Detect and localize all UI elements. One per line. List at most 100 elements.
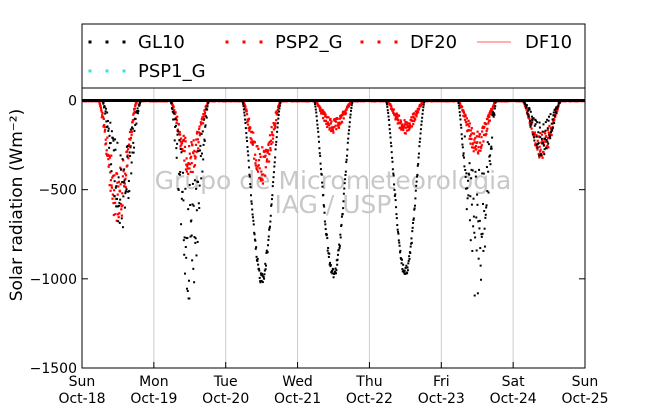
df20-point	[252, 131, 255, 134]
gl10-point	[460, 133, 463, 136]
df20-point	[486, 127, 489, 130]
gl10-point	[121, 226, 124, 229]
gl10-point	[339, 233, 342, 236]
gl10-point	[393, 188, 396, 191]
gl10-point	[458, 107, 461, 110]
df20-point	[331, 129, 335, 132]
df20-point	[544, 132, 547, 135]
df20-point	[249, 141, 253, 144]
df20-point	[547, 131, 550, 134]
gl10-point	[396, 224, 399, 227]
df20-point	[332, 131, 335, 134]
gl10-point	[549, 137, 552, 140]
gl10-point	[539, 136, 542, 139]
df20-point	[396, 116, 399, 119]
df20-point	[256, 170, 260, 173]
df20-point	[554, 115, 557, 118]
gl10-point	[418, 140, 421, 143]
gl10-point	[202, 158, 205, 161]
gl10-point	[252, 219, 255, 222]
df20-point	[120, 208, 123, 211]
gl10-point	[249, 186, 252, 189]
df20-point	[189, 170, 192, 173]
gl10-point	[397, 230, 400, 233]
df20-point	[478, 133, 481, 136]
df20-point	[109, 189, 112, 192]
gl10-point	[252, 223, 255, 226]
gl10-point	[125, 190, 128, 193]
gl10-point	[131, 127, 134, 130]
gl10-point	[544, 121, 547, 124]
df20-point	[102, 117, 105, 121]
df20-point	[541, 139, 544, 142]
gl10-point	[319, 168, 322, 171]
df20-point	[125, 150, 129, 153]
df20-point	[330, 120, 333, 123]
gl10-point	[474, 170, 477, 173]
df20-point	[342, 117, 345, 120]
df20-point	[475, 135, 479, 138]
gl10-point	[176, 130, 179, 133]
gl10-point	[473, 294, 476, 297]
df20-point	[267, 143, 270, 147]
legend-box	[81, 23, 586, 89]
df20-point	[533, 131, 536, 134]
x-tick-label-day-6: Sat	[502, 374, 525, 390]
df20-point	[126, 148, 130, 151]
gl10-point	[485, 204, 488, 207]
df20-point	[110, 186, 113, 189]
gl10-point	[489, 163, 492, 166]
gl10-point	[108, 134, 111, 137]
df20-point	[269, 147, 272, 150]
df20-point	[321, 112, 324, 115]
df20-point	[122, 159, 125, 162]
gl10-point	[261, 272, 264, 275]
gl10-point	[244, 118, 247, 121]
gl10-point	[472, 225, 475, 228]
gl10-point	[341, 213, 344, 216]
df20-point	[256, 145, 259, 148]
gl10-point	[409, 252, 412, 255]
df20-point	[256, 165, 259, 168]
df20-point	[124, 177, 127, 180]
gl10-point	[465, 172, 468, 175]
df20-point	[111, 193, 114, 196]
df20-point	[464, 114, 467, 118]
gl10-point	[340, 224, 343, 227]
df20-point	[190, 155, 193, 158]
gl10-point	[120, 168, 123, 171]
gl10-point	[275, 140, 278, 143]
gl10-point	[119, 198, 122, 201]
df20-point	[250, 138, 253, 141]
gl10-point	[485, 206, 488, 209]
gl10-point	[387, 118, 390, 121]
gl10-point	[349, 109, 352, 112]
df20-point	[200, 121, 203, 124]
gl10-point	[127, 197, 130, 200]
gl10-point	[104, 107, 107, 110]
gl10-point	[543, 153, 546, 156]
df20-point	[275, 119, 278, 122]
gl10-point	[547, 142, 550, 145]
y-tick-label-3: −1500	[30, 361, 77, 377]
gl10-point	[406, 269, 409, 272]
gl10-point	[388, 128, 391, 131]
gl10-point	[130, 161, 133, 164]
gl10-point	[544, 129, 547, 132]
gl10-point	[532, 117, 535, 120]
df20-point	[114, 201, 117, 204]
df20-point	[412, 112, 416, 115]
df20-point	[538, 150, 542, 153]
gl10-point	[474, 236, 477, 239]
gl10-point	[206, 105, 209, 108]
df20-point	[271, 141, 274, 144]
df20-point	[113, 189, 116, 192]
df20-point	[192, 139, 195, 142]
df20-point	[122, 170, 125, 173]
gl10-point	[524, 103, 527, 106]
df20-point	[274, 111, 277, 114]
df20-point	[533, 132, 536, 136]
gl10-point	[128, 151, 131, 154]
gl10-point	[244, 122, 247, 125]
df20-point	[188, 167, 191, 170]
